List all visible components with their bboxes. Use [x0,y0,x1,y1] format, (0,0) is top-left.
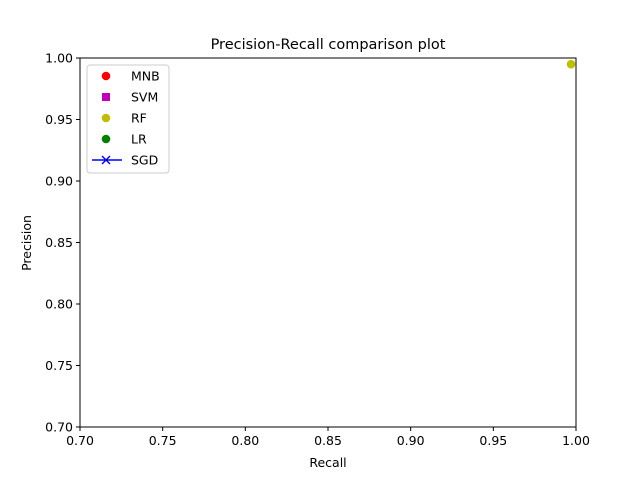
y-tick-label: 0.80 [45,297,73,312]
y-axis-label: Precision [19,215,34,271]
x-tick-label: 0.95 [479,433,507,448]
legend-label: LR [131,132,147,147]
chart-title: Precision-Recall comparison plot [211,37,446,53]
plot-area [566,59,576,69]
legend-item-mnb: MNB [101,69,160,84]
legend-item-svm: SVM [102,90,158,105]
legend-item-lr: LR [101,132,147,147]
y-tick-label: 0.75 [45,358,73,373]
legend: MNB SVM RF LR SGD [86,64,170,174]
y-tick-label: 0.95 [45,112,73,127]
legend-marker [101,113,111,123]
y-tick-label: 0.85 [45,235,73,250]
x-tick-label: 0.90 [397,433,425,448]
y-axis-ticks: 0.70 0.75 0.80 0.85 0.90 0.95 1.00 [45,51,80,435]
y-tick-label: 0.70 [45,420,73,435]
legend-label: SVM [131,90,158,105]
legend-marker [101,134,111,144]
legend-marker [101,155,111,165]
legend-marker [102,93,110,101]
y-tick-label: 0.90 [45,174,73,189]
legend-label: SGD [131,153,158,168]
legend-label: MNB [131,69,160,84]
x-tick-label: 1.00 [562,433,590,448]
legend-box [86,64,170,174]
x-tick-label: 0.85 [314,433,342,448]
x-tick-label: 0.80 [231,433,259,448]
x-axis-ticks: 0.70 0.75 0.80 0.85 0.90 0.95 1.00 [66,427,590,448]
y-tick-label: 1.00 [45,51,73,66]
x-tick-label: 0.75 [149,433,177,448]
legend-label: RF [131,111,147,126]
legend-marker [101,71,111,81]
x-tick-label: 0.70 [66,433,94,448]
x-axis-label: Recall [309,455,346,470]
legend-item-rf: RF [101,111,147,126]
legend-item-sgd: SGD [92,153,158,168]
data-point-rf [566,59,576,69]
